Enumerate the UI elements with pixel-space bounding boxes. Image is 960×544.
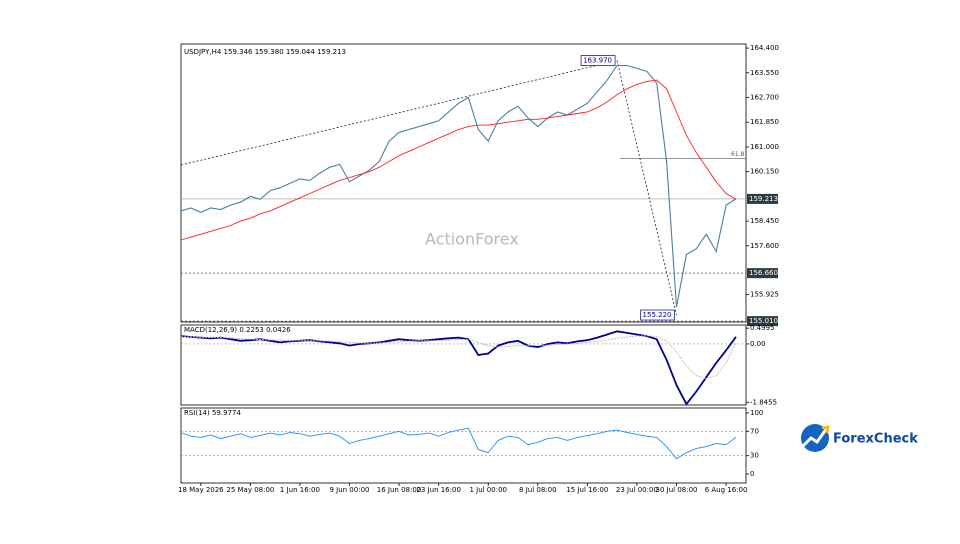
series-line [180,79,737,241]
x-tick-label: 9 Jun 00:00 [329,486,369,494]
series-line [180,330,737,406]
y-tick-label: 161.000 [750,143,779,151]
x-tick-label: 1 Jun 16:00 [280,486,320,494]
annotation-box [580,55,616,66]
logo-text: ForexCheck [833,432,918,447]
macd-title: MACD(12,26,9) 0.2253 0.0426 [184,326,291,334]
trend-line [180,60,618,166]
rsi-panel [180,407,747,484]
annotation-label: 155.220 [643,311,672,319]
y-tick-label: 100 [750,409,763,417]
price-title: USDJPY,H4 159.346 159.380 159.044 159.21… [184,48,346,56]
price-label-box [747,316,778,327]
x-tick-label: 23 Jun 16:00 [416,486,460,494]
price-label: 155.010 [749,317,778,325]
fib-label: 61.8 [731,151,745,158]
x-tick-label: 18 May 2026 [178,486,224,494]
x-tick-label: 15 Jul 16:00 [566,486,608,494]
x-tick-label: 16 Jun 08:00 [377,486,421,494]
y-tick-label: 160.150 [750,168,779,176]
annotation-label: 163.970 [583,57,612,65]
y-tick-label: 30 [750,452,759,460]
x-tick-label: 23 Jul 00:00 [616,486,658,494]
price-label: 156.660 [749,269,778,277]
y-tick-label: 163.550 [750,69,779,77]
logo-icon [801,424,830,452]
y-tick-label: 0 [750,470,754,478]
rsi-title: RSI(14) 59.9774 [184,409,241,417]
x-tick-label: 1 Jul 00:00 [469,486,507,494]
price-label-box [747,193,778,204]
y-tick-label: 157.600 [750,242,779,250]
x-tick-label: 25 May 08:00 [226,486,274,494]
price-label: 159.213 [749,195,778,203]
series-line [180,64,737,308]
series-line [181,335,737,380]
x-tick-label: 6 Aug 16:00 [705,486,748,494]
x-tick-label: 8 Jul 08:00 [519,486,557,494]
x-tick-label: 30 Jul 08:00 [656,486,698,494]
y-tick-label: 162.700 [750,94,779,102]
price-label-box [747,268,778,279]
series-line [180,427,737,460]
y-tick-label: 161.850 [750,118,779,126]
y-tick-label: 155.925 [750,291,779,299]
watermark: ActionForex [425,230,519,249]
y-tick-label: 0.4995 [750,324,775,332]
macd-panel [180,324,747,406]
y-tick-label: 164.400 [750,44,779,52]
y-tick-label: 158.450 [750,217,779,225]
trend-line [616,60,677,316]
y-tick-label: 0.00 [750,340,766,348]
y-tick-label: -1.8455 [750,398,777,406]
annotation-box [640,309,675,321]
price-panel [180,43,747,323]
y-tick-label: 70 [750,427,759,435]
